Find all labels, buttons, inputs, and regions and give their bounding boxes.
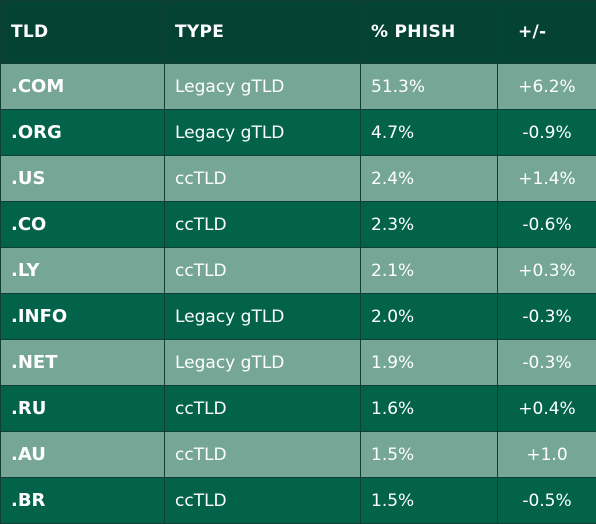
type-cell: ccTLD (164, 431, 361, 478)
change-cell: +1.0 (497, 431, 596, 478)
type-cell: ccTLD (164, 385, 361, 432)
type-cell: Legacy gTLD (164, 109, 361, 156)
phish-cell: 1.5% (360, 431, 498, 478)
phish-cell: 1.5% (360, 477, 498, 524)
change-cell: +0.4% (497, 385, 596, 432)
change-cell: -0.3% (497, 293, 596, 340)
phish-cell: 2.3% (360, 201, 498, 248)
change-cell: -0.5% (497, 477, 596, 524)
table-row: .NET Legacy gTLD 1.9% -0.3% (0, 339, 596, 386)
table-row: .ORG Legacy gTLD 4.7% -0.9% (0, 109, 596, 156)
type-cell: ccTLD (164, 201, 361, 248)
table-row: .COM Legacy gTLD 51.3% +6.2% (0, 63, 596, 110)
tld-cell: .LY (0, 247, 165, 294)
header-phish: % PHISH (360, 0, 498, 64)
change-cell: -0.9% (497, 109, 596, 156)
tld-cell: .CO (0, 201, 165, 248)
tld-cell: .ORG (0, 109, 165, 156)
type-cell: ccTLD (164, 247, 361, 294)
type-cell: Legacy gTLD (164, 339, 361, 386)
phish-cell: 1.9% (360, 339, 498, 386)
change-cell: +6.2% (497, 63, 596, 110)
tld-cell: .NET (0, 339, 165, 386)
change-cell: -0.3% (497, 339, 596, 386)
type-cell: Legacy gTLD (164, 293, 361, 340)
header-change: +/- (497, 0, 596, 64)
phish-cell: 4.7% (360, 109, 498, 156)
phish-cell: 1.6% (360, 385, 498, 432)
phish-cell: 2.0% (360, 293, 498, 340)
tld-cell: .INFO (0, 293, 165, 340)
tld-cell: .COM (0, 63, 165, 110)
phish-cell: 2.4% (360, 155, 498, 202)
phish-cell: 2.1% (360, 247, 498, 294)
table-body: .COM Legacy gTLD 51.3% +6.2% .ORG Legacy gTLD… (0, 63, 596, 524)
change-cell: -0.6% (497, 201, 596, 248)
table-row: .US ccTLD 2.4% +1.4% (0, 155, 596, 202)
tld-cell: .US (0, 155, 165, 202)
change-cell: +1.4% (497, 155, 596, 202)
table-row: .BR ccTLD 1.5% -0.5% (0, 477, 596, 524)
change-cell: +0.3% (497, 247, 596, 294)
table-header: TLD TYPE % PHISH +/- (0, 0, 596, 64)
type-cell: Legacy gTLD (164, 63, 361, 110)
table-row: .AU ccTLD 1.5% +1.0 (0, 431, 596, 478)
type-cell: ccTLD (164, 477, 361, 524)
header-tld: TLD (0, 0, 165, 64)
header-type: TYPE (164, 0, 361, 64)
table-row: .LY ccTLD 2.1% +0.3% (0, 247, 596, 294)
table-row: .INFO Legacy gTLD 2.0% -0.3% (0, 293, 596, 340)
tld-cell: .RU (0, 385, 165, 432)
header-row: TLD TYPE % PHISH +/- (0, 0, 596, 64)
table-row: .CO ccTLD 2.3% -0.6% (0, 201, 596, 248)
tld-cell: .AU (0, 431, 165, 478)
table-row: .RU ccTLD 1.6% +0.4% (0, 385, 596, 432)
phish-cell: 51.3% (360, 63, 498, 110)
tld-cell: .BR (0, 477, 165, 524)
type-cell: ccTLD (164, 155, 361, 202)
